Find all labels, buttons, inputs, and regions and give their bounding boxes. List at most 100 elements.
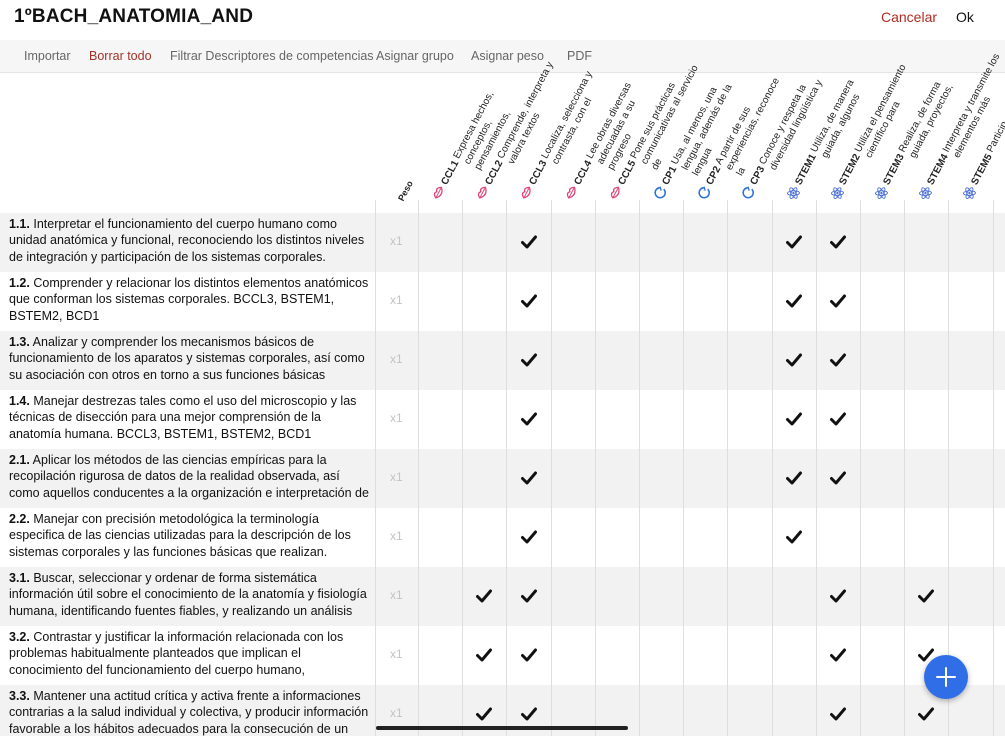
column-header: STEM2 Utiliza el pensamiento científico … (828, 50, 927, 207)
competence-icon (786, 187, 800, 199)
row-code: 1.3. (9, 335, 30, 349)
column-divider (860, 200, 861, 736)
column-divider (418, 200, 419, 736)
column-code: STEM3 (881, 152, 907, 187)
row-text: 3.1. Buscar, seleccionar y ordenar de fo… (9, 570, 371, 619)
row-description: Mantener una actitud crítica y activa fr… (9, 689, 369, 736)
check-icon[interactable] (829, 412, 846, 426)
column-divider (948, 200, 949, 736)
check-icon[interactable] (520, 707, 537, 721)
row-weight[interactable]: x1 (390, 706, 403, 720)
row-description: Buscar, seleccionar y ordenar de forma s… (9, 571, 367, 618)
check-icon[interactable] (785, 471, 802, 485)
column-header: CCL4 Lee obras diversas adecuadas a su p… (563, 57, 669, 213)
check-icon[interactable] (476, 707, 493, 721)
table-row: 1.2. Comprender y relacionar los distint… (0, 272, 1005, 331)
column-header: CCL1 Expresa hechos, conceptos, pensamie… (430, 57, 536, 213)
column-header: CP3 Conoce y respeta la diversidad lingü… (739, 62, 831, 207)
row-code: 1.4. (9, 394, 30, 408)
check-icon[interactable] (520, 294, 537, 308)
check-icon[interactable] (829, 707, 846, 721)
scroll-indicator (376, 726, 628, 730)
check-icon[interactable] (520, 471, 537, 485)
column-code: CP1 (660, 164, 680, 187)
cancel-button[interactable]: Cancelar (881, 9, 938, 25)
column-code: STEM1 (793, 152, 819, 187)
check-icon[interactable] (918, 648, 935, 662)
check-icon[interactable] (918, 707, 935, 721)
check-icon[interactable] (785, 412, 802, 426)
check-icon[interactable] (476, 648, 493, 662)
toolbar-item[interactable]: Filtrar Descriptores de competencias (170, 49, 374, 63)
page-title: 1ºBACH_ANATOMIA_AND (14, 6, 254, 27)
check-icon[interactable] (520, 412, 537, 426)
ok-button[interactable]: Ok (956, 9, 974, 25)
toolbar-item[interactable]: Borrar todo (89, 49, 152, 63)
column-code: STEM2 (837, 152, 863, 187)
toolbar: Importar Borrar todo Filtrar Descriptores … (0, 40, 1005, 73)
competence-icon (522, 186, 532, 199)
row-weight[interactable]: x1 (390, 352, 403, 366)
column-divider (904, 200, 905, 736)
column-header: CCL3 Localiza, selecciona y contrasta, c… (518, 57, 613, 208)
check-icon[interactable] (520, 589, 537, 603)
column-header: STEM5 Particip... acciones fun... (960, 50, 1005, 202)
competence-icon (478, 186, 487, 199)
check-icon[interactable] (520, 530, 537, 544)
row-weight[interactable]: x1 (390, 470, 403, 484)
plus-icon (936, 667, 956, 687)
check-icon[interactable] (520, 648, 537, 662)
check-icon[interactable] (829, 648, 846, 662)
check-icon[interactable] (785, 353, 802, 367)
competence-icon (566, 186, 576, 199)
column-code: CCL3 (527, 158, 550, 187)
add-button[interactable] (924, 655, 968, 699)
check-icon[interactable] (785, 235, 802, 249)
row-description: Comprender y relacionar los distintos el… (9, 276, 369, 323)
row-weight[interactable]: x1 (390, 647, 403, 661)
competence-icon (830, 187, 844, 199)
table-row: 2.1. Aplicar los métodos de las ciencias… (0, 449, 1005, 508)
check-icon[interactable] (829, 353, 846, 367)
column-header: CP2 A partir de sus experiencias, recono… (695, 62, 798, 212)
check-icon[interactable] (829, 471, 846, 485)
check-icon[interactable] (829, 294, 846, 308)
row-weight[interactable]: x1 (390, 588, 403, 602)
row-weight[interactable]: x1 (390, 234, 403, 248)
competence-icon (610, 186, 620, 199)
table-row: 1.3. Analizar y comprender los mecanismo… (0, 331, 1005, 390)
check-icon[interactable] (785, 294, 802, 308)
check-icon[interactable] (918, 589, 935, 603)
column-code: STEM5 (969, 152, 996, 187)
column-divider (639, 200, 640, 736)
toolbar-item[interactable]: Importar (24, 49, 71, 63)
row-weight[interactable]: x1 (390, 293, 403, 307)
column-divider (816, 200, 817, 736)
check-icon[interactable] (829, 589, 846, 603)
check-icon[interactable] (476, 589, 493, 603)
row-text: 3.2. Contrastar y justificar la informac… (9, 629, 371, 678)
row-text: 1.1. Interpretar el funcionamiento del c… (9, 216, 371, 265)
competence-icon (654, 186, 666, 199)
toolbar-item[interactable]: Asignar grupo (376, 49, 454, 63)
row-text: 1.2. Comprender y relacionar los distint… (9, 275, 371, 324)
row-description: Interpretar el funcionamiento del cuerpo… (9, 217, 365, 264)
row-weight[interactable]: x1 (390, 529, 403, 543)
check-icon[interactable] (520, 235, 537, 249)
row-text: 2.1. Aplicar los métodos de las ciencias… (9, 452, 371, 501)
column-divider (375, 200, 376, 736)
row-text: 1.4. Manejar destrezas tales como el uso… (9, 393, 371, 442)
row-weight[interactable]: x1 (390, 411, 403, 425)
competence-icon (433, 186, 443, 199)
column-divider (683, 200, 684, 736)
row-code: 2.1. (9, 453, 30, 467)
competence-icon (875, 187, 888, 199)
column-divider (993, 200, 994, 736)
check-icon[interactable] (520, 353, 537, 367)
toolbar-item[interactable]: PDF (567, 49, 592, 63)
toolbar-item[interactable]: Asignar peso (471, 49, 544, 63)
check-icon[interactable] (829, 235, 846, 249)
column-code: STEM4 (925, 152, 951, 187)
check-icon[interactable] (785, 530, 802, 544)
